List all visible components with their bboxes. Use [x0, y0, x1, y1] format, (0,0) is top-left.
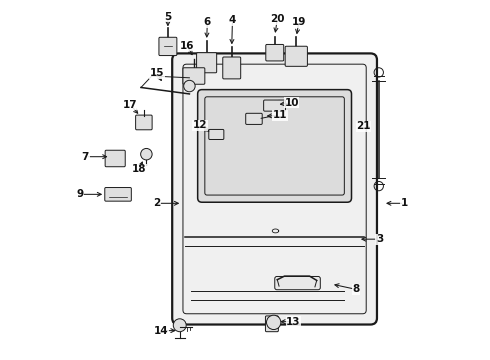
Text: 9: 9 — [76, 189, 84, 199]
Text: 16: 16 — [180, 41, 194, 50]
Text: 3: 3 — [376, 234, 383, 244]
FancyBboxPatch shape — [266, 44, 284, 61]
FancyBboxPatch shape — [285, 46, 307, 66]
Text: 13: 13 — [286, 317, 301, 327]
Text: 6: 6 — [204, 17, 211, 27]
FancyBboxPatch shape — [172, 53, 377, 324]
Text: 10: 10 — [284, 98, 299, 108]
Circle shape — [267, 315, 281, 329]
FancyBboxPatch shape — [245, 113, 262, 125]
FancyBboxPatch shape — [105, 150, 125, 167]
Text: 1: 1 — [401, 198, 408, 208]
Text: 20: 20 — [270, 14, 285, 24]
Text: 4: 4 — [229, 15, 236, 26]
FancyBboxPatch shape — [209, 130, 224, 139]
Text: 15: 15 — [150, 68, 164, 78]
FancyBboxPatch shape — [266, 316, 278, 332]
FancyBboxPatch shape — [183, 68, 205, 84]
FancyBboxPatch shape — [264, 100, 286, 111]
Text: 18: 18 — [132, 164, 147, 174]
FancyBboxPatch shape — [197, 90, 351, 202]
FancyBboxPatch shape — [159, 37, 177, 55]
FancyBboxPatch shape — [223, 57, 241, 79]
Text: 19: 19 — [292, 17, 306, 27]
Text: 2: 2 — [153, 198, 161, 208]
Text: 8: 8 — [352, 284, 360, 294]
Text: 14: 14 — [153, 325, 168, 336]
Circle shape — [141, 148, 152, 160]
FancyBboxPatch shape — [105, 188, 131, 201]
Text: 11: 11 — [273, 111, 288, 121]
Circle shape — [184, 80, 195, 92]
Text: 21: 21 — [356, 121, 370, 131]
FancyBboxPatch shape — [136, 115, 152, 130]
FancyBboxPatch shape — [196, 53, 217, 73]
Text: 7: 7 — [82, 152, 89, 162]
Text: 5: 5 — [164, 12, 171, 22]
Text: 12: 12 — [193, 121, 207, 130]
Text: 17: 17 — [123, 100, 138, 110]
FancyBboxPatch shape — [275, 276, 320, 290]
Circle shape — [173, 319, 186, 332]
